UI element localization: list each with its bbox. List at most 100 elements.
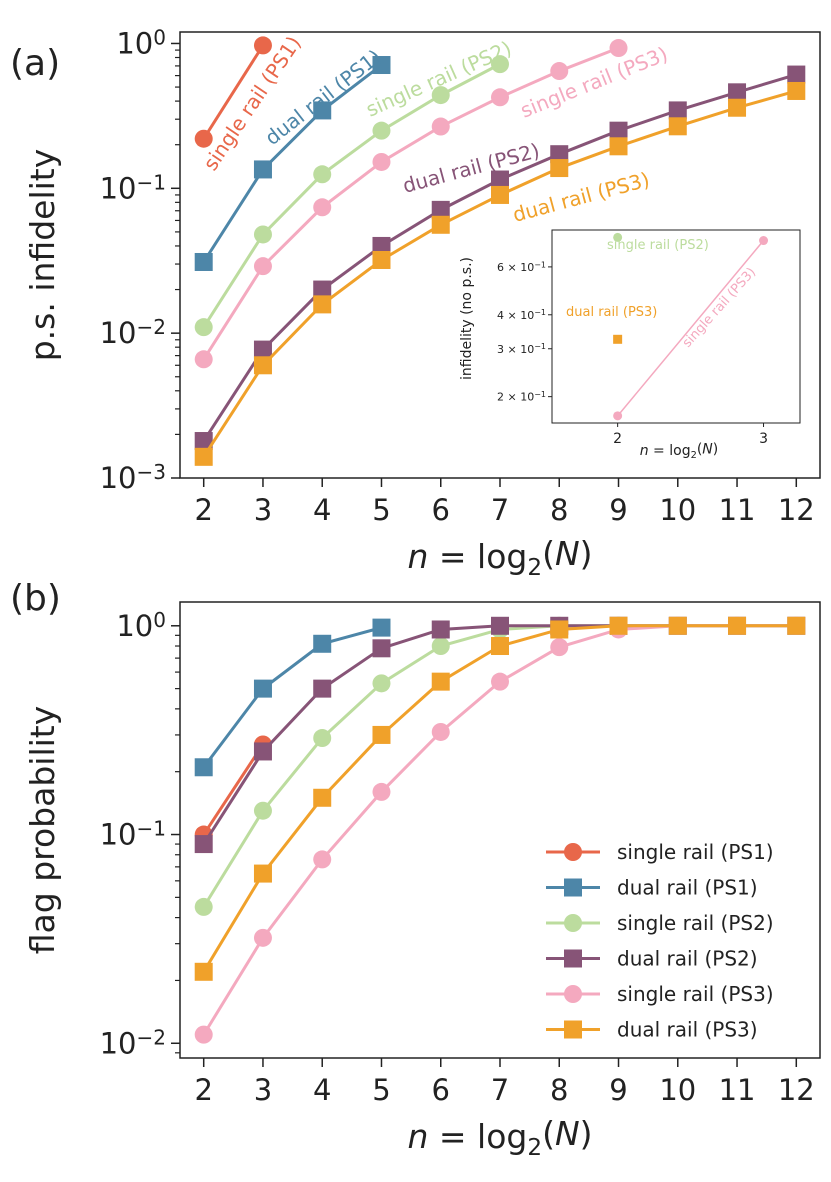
data-point: [728, 98, 747, 117]
series-single-rail-ps2: [194, 616, 806, 916]
data-point: [194, 129, 213, 148]
legend-entry: single rail (PS2): [546, 911, 774, 935]
legend-marker: [564, 985, 582, 1003]
series-dual-rail-ps2: [194, 65, 806, 451]
data-point: [313, 634, 332, 653]
data-point: [431, 620, 450, 639]
data-point: [372, 725, 391, 744]
legend-label: dual rail (PS1): [617, 876, 758, 900]
data-point: [668, 616, 687, 635]
series-line: [202, 624, 797, 845]
y-tick-label: 10−2: [100, 1025, 166, 1060]
x-tick-label: 10: [659, 493, 696, 527]
data-point: [787, 65, 806, 84]
data-point: [431, 215, 450, 234]
panel-a: 10−3 10−2 10−1 100 2 3 4 5 6 7 8 9 10 11 12 n = log2(N)…: [10, 25, 821, 581]
data-point: [550, 62, 569, 81]
legend-entry: dual rail (PS2): [546, 947, 758, 971]
x-tick-label: 8: [550, 1073, 568, 1107]
data-point: [491, 185, 509, 204]
series-line: [202, 626, 382, 769]
data-point: [550, 620, 569, 639]
panel-b: 10−2 10−1 100 2 3 4 5 6 7 8 9 10 11 12 n = log2(N) flag…: [10, 578, 821, 1161]
x-axis-label: n = log2(N): [408, 1114, 593, 1161]
data-point: [491, 55, 509, 74]
data-point: [431, 200, 450, 219]
data-point: [253, 356, 272, 375]
data-point: [194, 252, 213, 271]
legend: single rail (PS1) dual rail (PS1) single r…: [546, 840, 774, 1042]
series-single-rail-ps1: [194, 36, 272, 148]
y-tick-label: 10−1: [100, 170, 166, 205]
x-tick-label: 11: [719, 493, 756, 527]
legend-entry: dual rail (PS1): [546, 876, 758, 900]
inset-y-axis-label: infidelity (no p.s.): [459, 257, 475, 380]
x-tick-label: 7: [491, 493, 509, 527]
data-point: [491, 672, 509, 691]
data-point: [491, 88, 509, 107]
data-point: [313, 729, 332, 748]
data-point: [313, 295, 332, 314]
data-point: [609, 39, 628, 58]
legend-entry: dual rail (PS3): [546, 1018, 758, 1042]
data-point: [313, 679, 332, 698]
inset: 2 × 10−1 3 × 10−1 4 × 10−1 6 × 10−1 2 3 n = lo…: [459, 229, 801, 461]
data-point: [194, 447, 213, 466]
data-point: [431, 637, 450, 656]
legend-marker: [564, 878, 582, 897]
data-point: [372, 250, 391, 269]
annotation-label: single rail (PS3): [517, 42, 671, 123]
x-tick-label: 12: [778, 493, 815, 527]
x-tick-label: 6: [432, 1073, 450, 1107]
series-dual-rail-ps1: [194, 56, 391, 271]
x-tick-label: 3: [254, 493, 272, 527]
data-point: [728, 83, 747, 102]
data-point: [313, 280, 332, 299]
series-dual-rail-ps3: [194, 81, 806, 466]
legend-label: dual rail (PS2): [617, 947, 758, 971]
x-tick-label: 5: [372, 493, 390, 527]
x-tick-label: 9: [609, 1073, 627, 1107]
data-point: [609, 121, 628, 140]
data-point: [431, 672, 450, 691]
x-tick-label: 11: [719, 1073, 756, 1107]
legend-entry: single rail (PS1): [546, 840, 774, 864]
data-point: [313, 198, 332, 217]
data-point: [313, 165, 332, 184]
data-point: [431, 117, 450, 136]
y-tick-label: 10−1: [100, 817, 166, 852]
annotation-label: dual rail (PS3): [510, 167, 652, 227]
data-point: [491, 616, 509, 635]
data-point: [253, 160, 272, 179]
data-point: [550, 145, 569, 164]
x-tick-label: 9: [609, 493, 627, 527]
x-tick-label: 5: [372, 1073, 390, 1107]
data-point: [194, 318, 213, 337]
y-axis-label: flag probability: [23, 706, 62, 955]
x-tick-label: 10: [659, 1073, 696, 1107]
legend-label: dual rail (PS3): [617, 1018, 758, 1042]
x-tick-label: 4: [313, 493, 331, 527]
data-point: [787, 616, 806, 635]
panel-label: (a): [10, 43, 60, 84]
data-point: [668, 117, 687, 136]
data-point: [372, 674, 391, 693]
data-point: [194, 1025, 213, 1044]
legend-marker: [564, 914, 582, 932]
inset-data-point: [613, 232, 623, 242]
data-point: [313, 101, 332, 120]
data-point: [372, 56, 391, 75]
inset-series: [613, 232, 623, 242]
legend-marker: [564, 949, 582, 968]
series-single-rail-ps3: [194, 39, 628, 369]
x-axis-label: n = log2(N): [408, 534, 593, 581]
data-point: [431, 722, 450, 741]
y-axis-label: p.s. infidelity: [23, 149, 62, 362]
data-point: [668, 101, 687, 120]
data-point: [313, 788, 332, 807]
inset-y-tick-label: 6 × 10−1: [497, 260, 546, 274]
series-single-rail-ps2: [194, 55, 509, 337]
data-point: [253, 742, 272, 761]
data-point: [550, 159, 569, 178]
